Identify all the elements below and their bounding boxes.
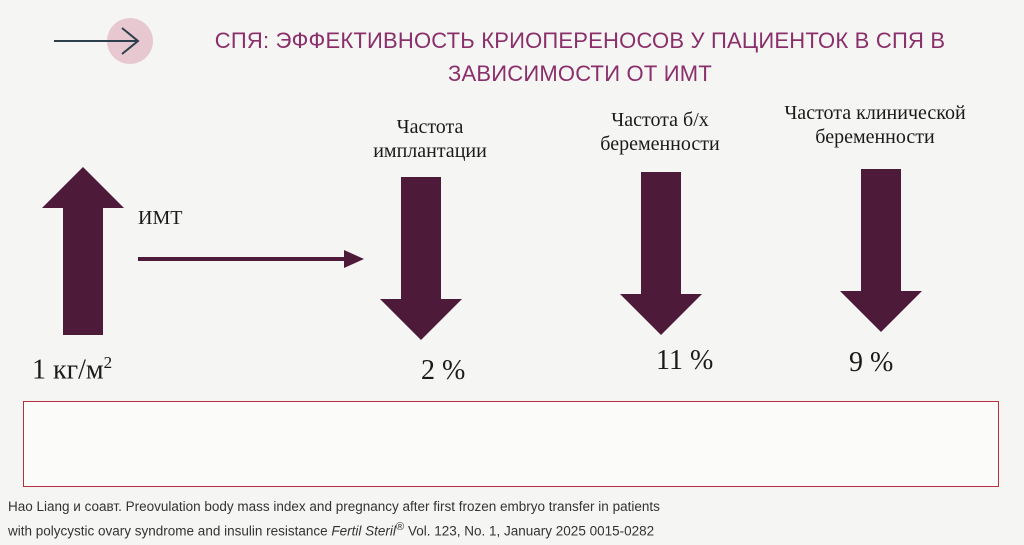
bmi-up-arrow [42, 167, 124, 335]
outcome-change-implantation: 2 % [421, 355, 466, 386]
connector-arrow [138, 250, 364, 268]
citation-line1: Hao Liang и соавт. Preovulation body mas… [8, 499, 660, 514]
bmi-value-text: 1 кг/м [32, 354, 104, 386]
biochemical-down-arrow [620, 172, 702, 335]
outcome-label-line1: Частота клинической [784, 102, 966, 124]
citation-journal: Fertil Steril [331, 523, 396, 539]
clinical-down-arrow [840, 169, 922, 332]
implantation-down-arrow [380, 177, 462, 340]
arrow-right-icon[interactable] [52, 26, 144, 56]
outcome-label-line2: имплантации [373, 140, 487, 162]
citation-line2-rest: Vol. 123, No. 1, January 2025 0015-0282 [404, 523, 655, 539]
bmi-value: 1 кг/м2 [32, 353, 112, 386]
outcome-change-biochemical: 11 % [656, 345, 714, 376]
outcome-label-line1: Частота [396, 116, 464, 138]
outcome-label-line2: беременности [600, 133, 720, 155]
outcome-label-line2: беременности [815, 126, 935, 148]
empty-text-box [23, 401, 999, 487]
bmi-superscript: 2 [103, 353, 113, 372]
citation-line2: with polycystic ovary syndrome and insul… [8, 517, 1008, 542]
outcome-change-clinical: 9 % [849, 347, 894, 378]
slide-title: СПЯ: ЭФФЕКТИВНОСТЬ КРИОПЕРЕНОСОВ У ПАЦИЕ… [214, 28, 946, 86]
citation-registered: ® [395, 521, 405, 533]
outcome-label-clinical: Частота клинической беременности [760, 101, 990, 149]
citation-line2-plain: with polycystic ovary syndrome and insul… [8, 523, 332, 539]
citation: Hao Liang и соавт. Preovulation body mas… [8, 496, 1008, 542]
outcome-label-implantation: Частота имплантации [330, 115, 530, 163]
outcome-label-line1: Частота б/х [611, 109, 709, 131]
bmi-label: ИМТ [138, 207, 183, 229]
outcome-label-biochemical: Частота б/х беременности [560, 108, 760, 156]
